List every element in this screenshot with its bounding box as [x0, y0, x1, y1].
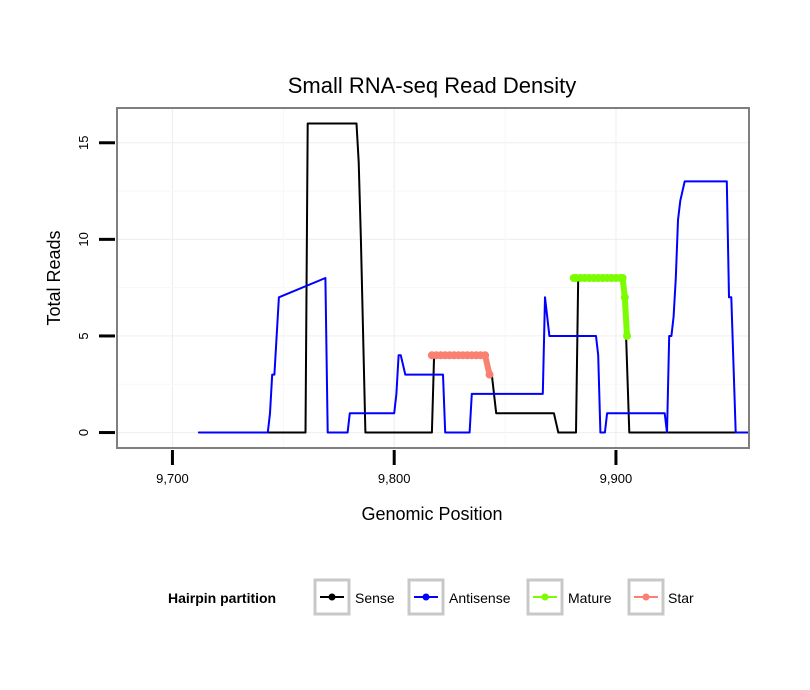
- legend-key-point-star: [642, 593, 650, 601]
- gridlines: [117, 108, 749, 448]
- legend-label-star: Star: [668, 590, 694, 606]
- legend: Hairpin partition Sense Antisense Mature St…: [168, 578, 694, 616]
- y-axis-title: Total Reads: [44, 230, 64, 325]
- data-point-mature: [623, 331, 632, 340]
- data-point-mature: [620, 293, 629, 302]
- series-line-mature: [570, 275, 630, 339]
- plot-series: [198, 122, 750, 434]
- legend-title: Hairpin partition: [168, 590, 276, 606]
- series-line-sense: [198, 122, 750, 434]
- y-tick-label: 5: [76, 332, 91, 339]
- data-point-star: [481, 351, 490, 360]
- x-tick-label: 9,900: [600, 471, 633, 486]
- x-axis: 9,700 9,800 9,900: [156, 450, 632, 486]
- legend-label-antisense: Antisense: [449, 590, 511, 606]
- y-tick-label: 15: [76, 136, 91, 150]
- legend-label-mature: Mature: [568, 590, 612, 606]
- chart-title: Small RNA-seq Read Density: [288, 73, 577, 98]
- legend-key-point-sense: [328, 593, 336, 601]
- legend-key-point-mature: [541, 593, 549, 601]
- y-axis: 0 5 10 15: [76, 136, 115, 436]
- x-axis-title: Genomic Position: [361, 504, 502, 524]
- x-tick-label: 9,700: [156, 471, 189, 486]
- plot-panel-border: [116, 107, 750, 449]
- legend-key-point-antisense: [422, 593, 430, 601]
- data-point-mature: [618, 274, 627, 282]
- y-tick-label: 10: [76, 232, 91, 246]
- series-line-antisense: [198, 180, 750, 434]
- x-tick-label: 9,800: [378, 471, 411, 486]
- legend-label-sense: Sense: [355, 590, 395, 606]
- y-tick-label: 0: [76, 429, 91, 436]
- data-point-star: [485, 370, 494, 379]
